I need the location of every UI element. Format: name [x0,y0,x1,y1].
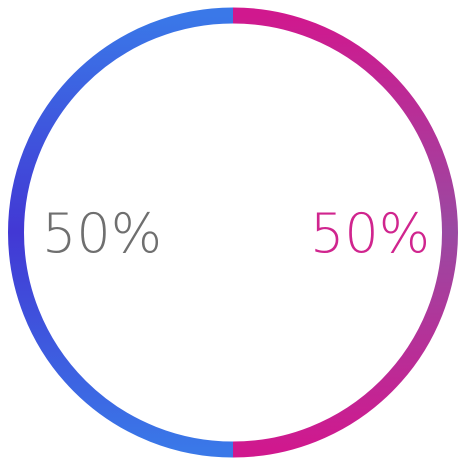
slice-left [8,7,234,458]
label-right-percent: 50% [310,202,431,265]
label-left-percent: 50% [42,202,163,265]
slice-right [232,7,458,458]
